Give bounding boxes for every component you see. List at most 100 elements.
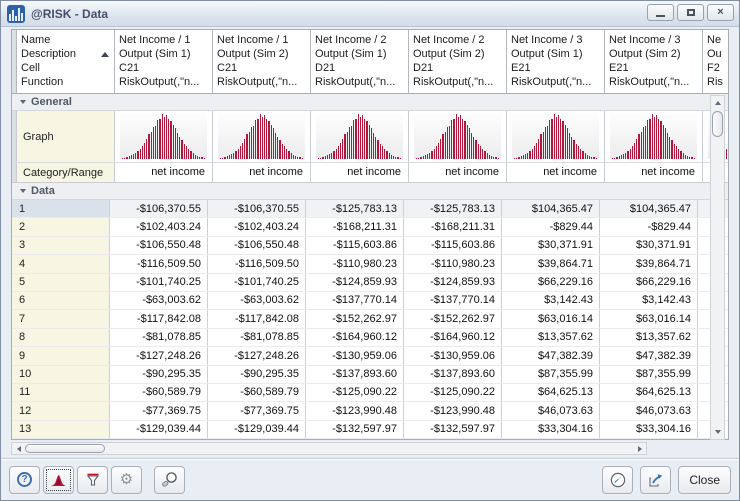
titlebar[interactable]: @RISK - Data × <box>1 1 739 27</box>
data-cell[interactable]: -$130,959.06 <box>403 347 501 365</box>
data-row[interactable]: 7 -$117,842.08 -$117,842.08 -$152,262.97 -$1… <box>12 310 728 329</box>
horizontal-scrollbar-track[interactable] <box>105 443 633 454</box>
row-number-cell[interactable]: 12 <box>12 402 109 420</box>
data-cell[interactable]: -$137,893.60 <box>403 365 501 383</box>
header-cell[interactable]: Net Income / 3 Output (Sim 1) E21 RiskOutpu… <box>506 30 604 93</box>
data-cell[interactable]: -$77,369.75 <box>109 402 207 420</box>
data-cell[interactable]: -$132,597.97 <box>305 420 403 439</box>
data-cell[interactable]: -$81,078.85 <box>109 328 207 347</box>
data-cell[interactable]: -$77,369.75 <box>207 402 305 420</box>
data-cell[interactable]: $104,365.47 <box>501 200 599 218</box>
row-number-cell[interactable]: 8 <box>12 328 109 347</box>
data-cell[interactable]: $33,304.16 <box>599 420 697 439</box>
data-cell[interactable]: -$60,589.79 <box>109 383 207 402</box>
data-cell[interactable]: -$115,603.86 <box>305 236 403 255</box>
data-cell[interactable]: -$102,403.24 <box>109 218 207 236</box>
data-cell[interactable]: -$117,842.08 <box>207 310 305 328</box>
data-cell[interactable]: -$137,770.14 <box>305 291 403 310</box>
data-cell[interactable]: $3,142.43 <box>599 291 697 310</box>
data-cell[interactable]: $66,229.16 <box>599 273 697 291</box>
data-cell[interactable]: -$116,509.50 <box>109 255 207 273</box>
graph-cell[interactable] <box>212 111 310 162</box>
vertical-scrollbar[interactable] <box>710 95 725 440</box>
row-number-cell[interactable]: 10 <box>12 365 109 383</box>
data-cell[interactable]: -$152,262.97 <box>403 310 501 328</box>
data-cell[interactable]: $39,864.71 <box>501 255 599 273</box>
data-cell[interactable]: -$829.44 <box>501 218 599 236</box>
data-cell[interactable]: -$81,078.85 <box>207 328 305 347</box>
filter-button[interactable] <box>77 465 108 494</box>
graph-cell[interactable] <box>604 111 702 162</box>
category-cell[interactable]: net income <box>408 163 506 182</box>
data-cell[interactable]: -$132,597.97 <box>403 420 501 439</box>
data-cell[interactable]: -$123,990.48 <box>305 402 403 420</box>
data-cell[interactable]: -$106,370.55 <box>207 200 305 218</box>
data-cell[interactable]: -$115,603.86 <box>403 236 501 255</box>
row-number-cell[interactable]: 11 <box>12 383 109 402</box>
data-cell[interactable]: $39,864.71 <box>599 255 697 273</box>
data-cell[interactable]: $64,625.13 <box>501 383 599 402</box>
header-cell-partial[interactable]: Ne Ou F2 Ris <box>702 30 728 93</box>
data-cell[interactable]: -$116,509.50 <box>207 255 305 273</box>
data-cell[interactable]: $66,229.16 <box>501 273 599 291</box>
data-row[interactable]: 12 -$77,369.75 -$77,369.75 -$123,990.48 -$12… <box>12 402 728 421</box>
header-cell[interactable]: Net Income / 2 Output (Sim 2) D21 RiskOutpu… <box>408 30 506 93</box>
data-cell[interactable]: -$164,960.12 <box>305 328 403 347</box>
data-cell[interactable]: -$110,980.23 <box>305 255 403 273</box>
data-cell[interactable]: -$124,859.93 <box>403 273 501 291</box>
horizontal-scrollbar-thumb[interactable] <box>25 444 105 453</box>
data-cell[interactable]: $13,357.62 <box>599 328 697 347</box>
row-number-cell[interactable]: 3 <box>12 236 109 255</box>
maximize-button[interactable] <box>677 4 704 21</box>
data-cell[interactable]: $64,625.13 <box>599 383 697 402</box>
category-cell[interactable]: net income <box>114 163 212 182</box>
column-header-name[interactable]: Name Description Cell Function <box>17 30 114 93</box>
help-button[interactable]: ? <box>9 465 40 494</box>
section-general[interactable]: General <box>12 94 728 111</box>
scroll-right-button[interactable] <box>633 443 646 454</box>
header-cell[interactable]: Net Income / 1 Output (Sim 1) C21 RiskOutpu… <box>114 30 212 93</box>
data-cell[interactable]: -$129,039.44 <box>109 420 207 439</box>
data-cell[interactable]: -$63,003.62 <box>207 291 305 310</box>
row-number-cell[interactable]: 4 <box>12 255 109 273</box>
data-cell[interactable]: -$127,248.26 <box>207 347 305 365</box>
close-button[interactable]: Close <box>678 465 731 494</box>
data-cell[interactable]: $104,365.47 <box>599 200 697 218</box>
data-cell[interactable]: $13,357.62 <box>501 328 599 347</box>
data-cell[interactable]: $3,142.43 <box>501 291 599 310</box>
data-cell[interactable]: $46,073.63 <box>599 402 697 420</box>
data-cell[interactable]: -$168,211.31 <box>403 218 501 236</box>
data-row[interactable]: 13 -$129,039.44 -$129,039.44 -$132,597.97 -$… <box>12 420 728 439</box>
data-cell[interactable]: -$130,959.06 <box>305 347 403 365</box>
vertical-scrollbar-thumb[interactable] <box>712 111 723 137</box>
data-cell[interactable]: $47,382.39 <box>501 347 599 365</box>
data-row[interactable]: 6 -$63,003.62 -$63,003.62 -$137,770.14 -$137… <box>12 291 728 311</box>
row-number-cell[interactable]: 13 <box>12 420 109 439</box>
graph-cell[interactable] <box>408 111 506 162</box>
data-row[interactable]: 10 -$90,295.35 -$90,295.35 -$137,893.60 -$13… <box>12 365 728 384</box>
data-cell[interactable]: -$90,295.35 <box>207 365 305 383</box>
data-cell[interactable]: -$829.44 <box>599 218 697 236</box>
data-cell[interactable]: $46,073.63 <box>501 402 599 420</box>
row-number-cell[interactable]: 1 <box>12 200 109 218</box>
category-cell[interactable]: net income <box>310 163 408 182</box>
horizontal-scrollbar[interactable] <box>11 442 647 455</box>
data-cell[interactable]: -$101,740.25 <box>109 273 207 291</box>
data-cell[interactable]: -$124,859.93 <box>305 273 403 291</box>
graph-cell[interactable] <box>114 111 212 162</box>
data-cell[interactable]: -$102,403.24 <box>207 218 305 236</box>
close-window-button[interactable]: × <box>707 4 734 21</box>
header-cell[interactable]: Net Income / 3 Output (Sim 2) E21 RiskOutpu… <box>604 30 702 93</box>
data-row[interactable]: 11 -$60,589.79 -$60,589.79 -$125,090.22 -$12… <box>12 383 728 403</box>
data-cell[interactable]: -$137,770.14 <box>403 291 501 310</box>
scroll-left-button[interactable] <box>12 443 25 454</box>
row-number-cell[interactable]: 6 <box>12 291 109 310</box>
graph-cell[interactable] <box>310 111 408 162</box>
data-cell[interactable]: -$123,990.48 <box>403 402 501 420</box>
zoom-button[interactable] <box>154 465 185 494</box>
data-row[interactable]: 3 -$106,550.48 -$106,550.48 -$115,603.86 -$1… <box>12 236 728 256</box>
edit-graph-button[interactable] <box>602 465 634 494</box>
data-cell[interactable]: -$110,980.23 <box>403 255 501 273</box>
data-cell[interactable]: -$168,211.31 <box>305 218 403 236</box>
graph-display-button[interactable]: # <box>43 465 74 494</box>
